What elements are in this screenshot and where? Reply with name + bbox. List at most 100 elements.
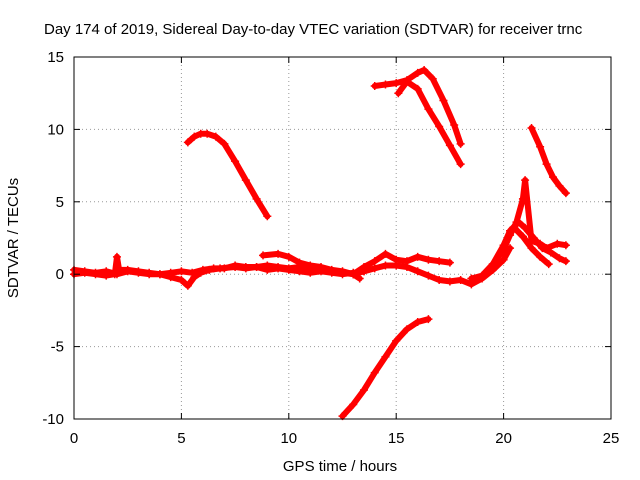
data-point [536, 252, 545, 261]
data-point [166, 268, 175, 277]
data-point [538, 244, 547, 253]
data-point [435, 122, 444, 131]
data-point [499, 255, 508, 264]
data-point [112, 252, 121, 261]
data-point [284, 265, 293, 274]
data-point [413, 267, 422, 276]
data-point [435, 257, 444, 266]
data-point [306, 268, 315, 277]
data-point [123, 267, 132, 276]
data-point [263, 265, 272, 274]
data-point [183, 281, 192, 290]
data-point [536, 142, 545, 151]
data-point [521, 176, 530, 185]
data-point [381, 261, 390, 270]
data-point [478, 271, 487, 280]
data-point [413, 317, 422, 326]
data-point [456, 275, 465, 284]
data-point [274, 249, 283, 258]
data-point [413, 68, 422, 77]
data-point [198, 265, 207, 274]
data-point [394, 89, 403, 98]
data-point [450, 121, 459, 130]
data-point [209, 264, 218, 273]
data-point [338, 267, 347, 276]
data-point [381, 352, 390, 361]
data-point [317, 262, 326, 271]
data-point [203, 129, 212, 138]
data-point [402, 257, 411, 266]
series-arc-8 [489, 219, 569, 268]
data-point [80, 267, 89, 276]
data-point [370, 257, 379, 266]
series-arc-2 [371, 67, 464, 147]
data-point [359, 386, 368, 395]
data-point [413, 84, 422, 93]
data-point [467, 274, 476, 283]
data-point [402, 77, 411, 86]
data-point [349, 400, 358, 409]
y-tick-label: 5 [56, 194, 64, 211]
data-point [392, 255, 401, 264]
series-arc-4 [339, 316, 432, 420]
data-point [527, 123, 536, 132]
x-tick-label: 15 [388, 430, 405, 447]
data-point [544, 260, 553, 269]
y-tick-label: -5 [51, 339, 64, 356]
data-point [561, 257, 570, 266]
data-point [295, 267, 304, 276]
data-point [424, 271, 433, 280]
data-point [370, 368, 379, 377]
data-point [561, 241, 570, 250]
data-point [510, 223, 519, 232]
data-point [542, 160, 551, 169]
data-point [241, 176, 250, 185]
data-point [259, 251, 268, 260]
data-point [284, 252, 293, 261]
x-tick-label: 25 [603, 430, 620, 447]
data-point [445, 141, 454, 150]
chart-title: Day 174 of 2019, Sidereal Day-to-day VTE… [44, 21, 583, 38]
data-point [91, 268, 100, 277]
data-point [134, 268, 143, 277]
series-arc-5 [528, 125, 569, 197]
series-arc-baseline-2 [71, 262, 367, 278]
data-point [435, 275, 444, 284]
data-point [424, 105, 433, 114]
data-point [555, 181, 564, 190]
data-point [252, 194, 261, 203]
data-point [456, 139, 465, 148]
data-point [428, 74, 437, 83]
series-arc-6 [350, 250, 453, 278]
data-point [402, 325, 411, 334]
y-axis-label: SDTVAR / TECUs [5, 178, 22, 298]
data-point [263, 212, 272, 221]
data-point [306, 261, 315, 270]
data-point [420, 66, 429, 75]
data-point [381, 249, 390, 258]
data-point [370, 81, 379, 90]
y-tick-label: 10 [47, 121, 64, 138]
y-tick-label: -10 [42, 411, 64, 428]
data-point [183, 138, 192, 147]
series-arc-1 [184, 130, 271, 220]
data-point [295, 258, 304, 267]
data-point [514, 218, 523, 227]
data-point [231, 261, 240, 270]
data-point [145, 270, 154, 279]
y-tick-label: 15 [47, 49, 64, 66]
data-point [177, 267, 186, 276]
data-point [424, 315, 433, 324]
data-point [220, 264, 229, 273]
data-point [499, 241, 508, 250]
data-point [102, 267, 111, 276]
x-tick-label: 20 [495, 430, 512, 447]
data-point [112, 270, 121, 279]
data-point [188, 268, 197, 277]
data-point [392, 336, 401, 345]
data-point [241, 262, 250, 271]
data-point [327, 265, 336, 274]
data-point [413, 252, 422, 261]
data-point [518, 232, 527, 241]
